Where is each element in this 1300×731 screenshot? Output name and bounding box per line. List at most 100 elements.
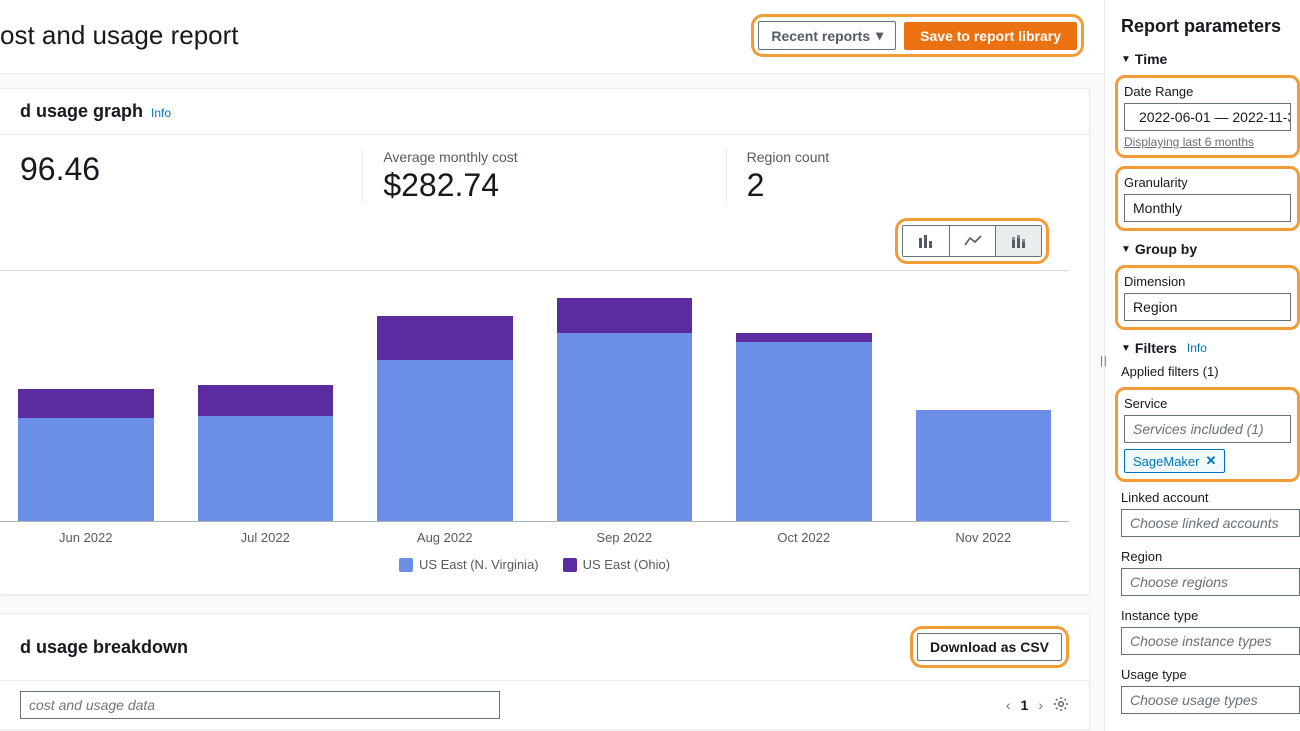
collapse-icon: ▼ <box>1121 343 1131 354</box>
stacked-bar-chart <box>0 270 1069 522</box>
time-section-label: Time <box>1135 51 1167 67</box>
page-title: ost and usage report <box>0 20 239 51</box>
service-filter-highlight: Service Services included (1) SageMaker … <box>1115 387 1300 482</box>
bar-segment[interactable] <box>736 342 872 521</box>
sidebar-title: Report parameters <box>1121 16 1300 37</box>
bar-segment[interactable] <box>377 360 513 521</box>
metric-total-value: 96.46 <box>20 151 362 188</box>
filters-section-header[interactable]: ▼ Filters Info <box>1121 340 1300 356</box>
time-section-header[interactable]: ▼ Time <box>1121 51 1300 67</box>
usage-graph-panel: d usage graph Info 96.46 Average monthly… <box>0 88 1090 595</box>
applied-filters-count: Applied filters (1) <box>1121 364 1300 379</box>
collapse-icon: ▼ <box>1121 244 1131 255</box>
stacked-bar-icon <box>1011 234 1027 248</box>
groupby-section-header[interactable]: ▼ Group by <box>1121 241 1300 257</box>
bar-segment[interactable] <box>557 298 693 333</box>
bar-column <box>198 385 334 521</box>
bar-segment[interactable] <box>18 418 154 521</box>
linked-account-select[interactable]: Choose linked accounts <box>1121 509 1300 537</box>
legend-label: US East (Ohio) <box>583 557 670 572</box>
pager-page-number: 1 <box>1021 697 1029 713</box>
legend-label: US East (N. Virginia) <box>419 557 539 572</box>
service-chip-label: SageMaker <box>1133 454 1199 469</box>
recent-reports-label: Recent reports <box>771 28 870 44</box>
page-header: ost and usage report Recent reports ▾ Sa… <box>0 0 1104 74</box>
header-highlight: Recent reports ▾ Save to report library <box>751 14 1084 57</box>
region-filter-label: Region <box>1121 549 1300 564</box>
chart-type-line-button[interactable] <box>949 226 995 256</box>
usage-breakdown-panel: d usage breakdown Download as CSV ‹ 1 › <box>0 613 1090 731</box>
x-axis-label: Oct 2022 <box>736 530 872 545</box>
date-range-label: Date Range <box>1124 84 1291 99</box>
graph-info-link[interactable]: Info <box>151 106 171 120</box>
recent-reports-dropdown[interactable]: Recent reports ▾ <box>758 21 896 50</box>
dimension-label: Dimension <box>1124 274 1291 289</box>
region-filter-select[interactable]: Choose regions <box>1121 568 1300 596</box>
bar-segment[interactable] <box>198 385 334 415</box>
date-range-picker[interactable]: 2022-06-01 — 2022-11-30 <box>1124 103 1291 131</box>
collapse-icon: ▼ <box>1121 54 1131 65</box>
x-axis-label: Aug 2022 <box>377 530 513 545</box>
breakdown-search-input[interactable] <box>20 691 500 719</box>
granularity-highlight: Granularity Monthly <box>1115 166 1300 231</box>
bar-segment[interactable] <box>736 333 872 342</box>
chart-type-bar-button[interactable] <box>903 226 949 256</box>
legend-swatch <box>563 558 577 572</box>
bar-segment[interactable] <box>377 316 513 360</box>
dimension-highlight: Dimension Region <box>1115 265 1300 330</box>
download-csv-button[interactable]: Download as CSV <box>917 633 1062 661</box>
bar-column <box>916 410 1052 521</box>
linked-account-label: Linked account <box>1121 490 1300 505</box>
legend-item[interactable]: US East (Ohio) <box>563 557 670 572</box>
graph-panel-title: d usage graph <box>20 101 143 122</box>
filters-section-label: Filters <box>1135 340 1177 356</box>
granularity-label: Granularity <box>1124 175 1291 190</box>
table-settings-gear-icon[interactable] <box>1053 696 1069 715</box>
bar-segment[interactable] <box>916 410 1052 521</box>
breakdown-panel-title: d usage breakdown <box>20 637 188 658</box>
region-filter-placeholder: Choose regions <box>1130 574 1228 590</box>
x-axis-labels: Jun 2022Jul 2022Aug 2022Sep 2022Oct 2022… <box>0 522 1069 545</box>
chart-legend: US East (N. Virginia) US East (Ohio) <box>0 545 1069 588</box>
chevron-down-icon: ▾ <box>876 27 883 44</box>
pager-prev-icon[interactable]: ‹ <box>1006 697 1011 713</box>
dimension-select[interactable]: Region <box>1124 293 1291 321</box>
x-axis-label: Nov 2022 <box>916 530 1052 545</box>
service-filter-value: Services included (1) <box>1133 421 1264 437</box>
date-range-value: 2022-06-01 — 2022-11-30 <box>1139 109 1291 125</box>
instance-type-select[interactable]: Choose instance types <box>1121 627 1300 655</box>
bar-column <box>557 298 693 521</box>
instance-type-label: Instance type <box>1121 608 1300 623</box>
filters-info-link[interactable]: Info <box>1187 341 1207 355</box>
x-axis-label: Sep 2022 <box>557 530 693 545</box>
date-range-highlight: Date Range 2022-06-01 — 2022-11-30 Displ… <box>1115 75 1300 158</box>
metrics-row: 96.46 Average monthly cost $282.74 Regio… <box>0 135 1089 218</box>
bar-segment[interactable] <box>18 389 154 418</box>
date-range-helper[interactable]: Displaying last 6 months <box>1124 135 1254 149</box>
bar-column <box>377 316 513 521</box>
metric-region-value: 2 <box>747 167 1089 204</box>
close-icon[interactable]: ✕ <box>1205 453 1216 469</box>
bar-chart-icon <box>918 234 934 248</box>
bar-segment[interactable] <box>557 333 693 521</box>
line-chart-icon <box>964 234 982 248</box>
pager-next-icon[interactable]: › <box>1038 697 1043 713</box>
service-filter-chip[interactable]: SageMaker ✕ <box>1124 449 1225 473</box>
metric-avg-label: Average monthly cost <box>383 149 725 165</box>
chart-type-highlight <box>895 218 1049 264</box>
bar-column <box>736 333 872 521</box>
usage-type-select[interactable]: Choose usage types <box>1121 686 1300 714</box>
sidebar-resize-handle[interactable]: || <box>1100 355 1108 367</box>
chart-type-stacked-button[interactable] <box>995 226 1041 256</box>
save-to-library-button[interactable]: Save to report library <box>904 22 1077 50</box>
metric-avg-value: $282.74 <box>383 167 725 204</box>
bar-column <box>18 389 154 521</box>
bar-segment[interactable] <box>198 416 334 521</box>
legend-item[interactable]: US East (N. Virginia) <box>399 557 539 572</box>
granularity-select[interactable]: Monthly <box>1124 194 1291 222</box>
usage-type-label: Usage type <box>1121 667 1300 682</box>
usage-type-placeholder: Choose usage types <box>1130 692 1258 708</box>
service-filter-select[interactable]: Services included (1) <box>1124 415 1291 443</box>
service-filter-label: Service <box>1124 396 1291 411</box>
granularity-value: Monthly <box>1133 200 1182 216</box>
